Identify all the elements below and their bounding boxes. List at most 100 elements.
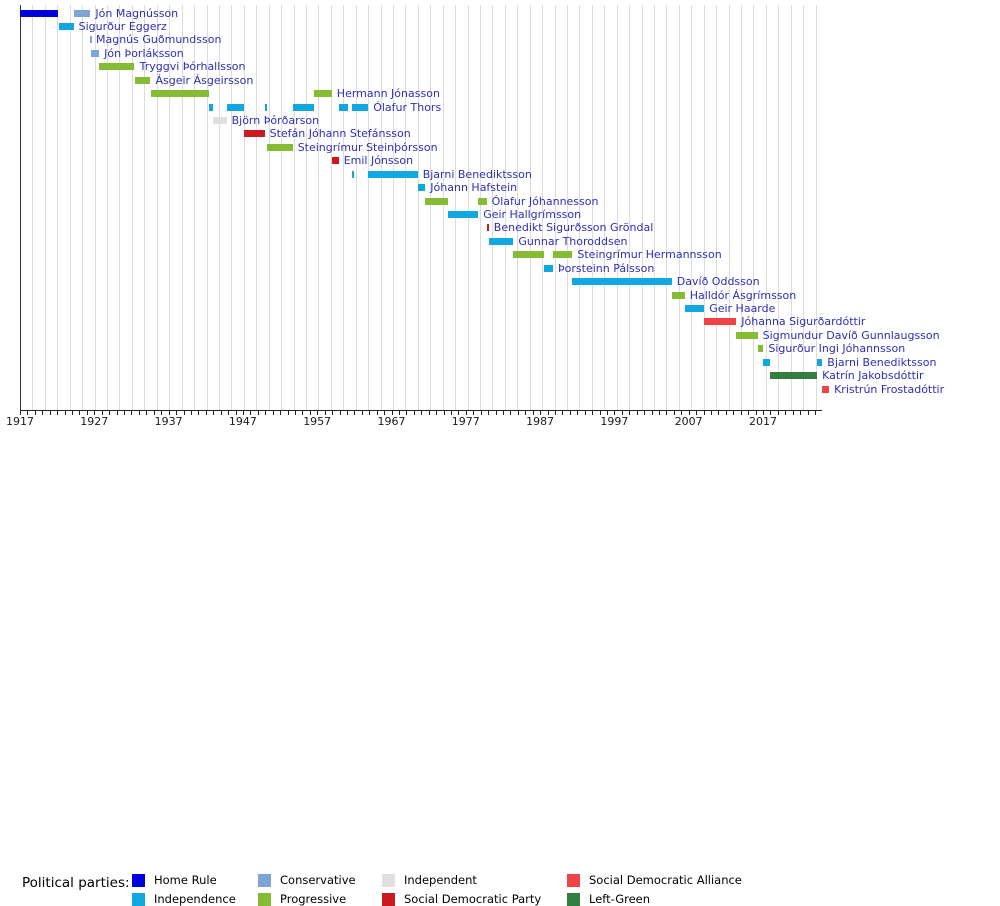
gridline [740, 5, 742, 410]
legend-label: Independent [404, 873, 477, 887]
pm-name-link[interactable]: Ólafur Jóhannesson [491, 194, 599, 208]
axis-tick-label: 1977 [451, 415, 480, 428]
legend-title: Political parties: [22, 875, 130, 891]
gridline [455, 5, 457, 410]
axis-tick [651, 411, 653, 415]
axis-tick [280, 411, 282, 415]
axis-tick [450, 411, 452, 415]
axis-tick [250, 411, 252, 415]
pm-name-link[interactable]: Gunnar Thoroddsen [518, 234, 628, 248]
legend-swatch [382, 874, 395, 887]
pm-name-link[interactable]: Geir Hallgrímsson [483, 207, 582, 221]
term-bar [417, 184, 426, 192]
pm-name-link[interactable]: Ólafur Thors [373, 100, 442, 114]
pm-name-link[interactable]: Magnús Guðmundsson [96, 33, 222, 47]
axis-tick [443, 411, 445, 415]
gridline [815, 5, 817, 410]
pm-name-link[interactable]: Emil Jónsson [343, 154, 414, 168]
term-bar [763, 358, 770, 366]
pm-name-link[interactable]: Sigurður Eggerz [78, 19, 167, 33]
gridline [405, 5, 407, 410]
pm-name-link[interactable]: Benedikt Sigurðsson Gröndal [493, 221, 654, 235]
term-bar [91, 49, 100, 57]
pm-name-link[interactable]: Hermann Jónasson [336, 87, 440, 101]
axis-tick [800, 411, 802, 415]
axis-tick [592, 411, 594, 415]
axis-tick [748, 411, 750, 415]
axis-tick [20, 411, 21, 415]
axis-tick [27, 411, 29, 415]
axis-tick [235, 411, 237, 415]
term-bar [266, 143, 293, 151]
axis-tick [473, 411, 475, 415]
axis-tick [436, 411, 438, 415]
pm-name-link[interactable]: Jóhann Hafstein [430, 181, 518, 195]
pm-name-link[interactable]: Davíð Oddsson [676, 275, 760, 289]
gridline [666, 5, 668, 410]
gridline [330, 5, 332, 410]
axis-tick [361, 411, 363, 415]
x-axis-line [20, 410, 822, 411]
axis-tick [317, 411, 319, 415]
axis-tick [94, 411, 96, 415]
pm-name-link[interactable]: Jón Magnússon [95, 6, 179, 20]
legend-label: Progressive [280, 892, 347, 906]
gridline [69, 5, 71, 410]
term-bar [553, 251, 573, 259]
term-bar [736, 331, 758, 339]
axis-tick [72, 411, 73, 415]
legend-label: Social Democratic Alliance [589, 873, 742, 887]
pm-name-link[interactable]: Bjarni Benediktsson [422, 167, 532, 181]
term-bar [448, 210, 479, 218]
gridline [542, 5, 544, 410]
axis-tick [584, 411, 586, 415]
pm-name-link[interactable]: Þorsteinn Pálsson [558, 261, 655, 275]
axis-tick [525, 411, 527, 415]
pm-name-link[interactable]: Sigmundur Davíð Gunnlaugsson [762, 328, 940, 342]
pm-name-link[interactable]: Katrín Jakobsdóttir [822, 369, 924, 383]
axis-tick [577, 411, 579, 415]
pm-name-link[interactable]: Halldór Ásgrímsson [689, 288, 797, 302]
gridline [156, 5, 158, 410]
gridline [169, 5, 171, 410]
axis-tick [228, 411, 229, 415]
pm-name-link[interactable]: Kristrún Frostadóttir [834, 382, 945, 396]
axis-tick [495, 411, 497, 415]
gridline [82, 5, 84, 410]
gridline [206, 5, 208, 410]
pm-name-link[interactable]: Ásgeir Ásgeirsson [155, 73, 254, 87]
term-bar [292, 103, 314, 111]
gridline [293, 5, 295, 410]
axis-tick-label: 1927 [80, 415, 109, 428]
axis-tick [64, 411, 66, 415]
axis-tick [220, 411, 222, 415]
term-bar [264, 103, 267, 111]
pm-name-link[interactable]: Jóhanna Sigurðardóttir [741, 315, 866, 329]
legend-swatch [132, 893, 145, 906]
axis-tick [109, 411, 111, 415]
plot-area: 1917 1927 1937 1947 1957 1967 1977 1987 1997 2007… [0, 0, 1000, 432]
term-bar [822, 385, 830, 393]
pm-name-link[interactable]: Tryggvi Þórhallsson [139, 60, 246, 74]
pm-name-link[interactable]: Sigurður Ingi Jóhannsson [768, 342, 906, 356]
axis-tick [636, 411, 638, 415]
axis-tick [532, 411, 534, 415]
pm-name-link[interactable]: Björn Þórðarson [231, 113, 320, 127]
axis-tick [384, 411, 386, 415]
pm-name-link[interactable]: Geir Haarde [709, 302, 776, 315]
pm-name-link[interactable]: Steingrímur Hermannsson [577, 248, 722, 262]
pm-name-link[interactable]: Steingrímur Steinþórsson [297, 140, 438, 154]
legend-label: Independence [154, 892, 236, 906]
pm-name-link[interactable]: Stefán Jóhann Stefánsson [269, 127, 411, 141]
axis-tick [502, 411, 504, 415]
pm-name-link[interactable]: Bjarni Benediktsson [827, 355, 937, 369]
gridline [467, 5, 469, 410]
gridline [691, 5, 693, 410]
axis-tick [621, 411, 623, 415]
gridline [430, 5, 432, 410]
axis-tick [480, 411, 482, 415]
axis-tick [57, 411, 59, 415]
term-bar [478, 197, 487, 205]
pm-name-link[interactable]: Jón Þorláksson [104, 46, 184, 60]
axis-tick [569, 411, 571, 415]
